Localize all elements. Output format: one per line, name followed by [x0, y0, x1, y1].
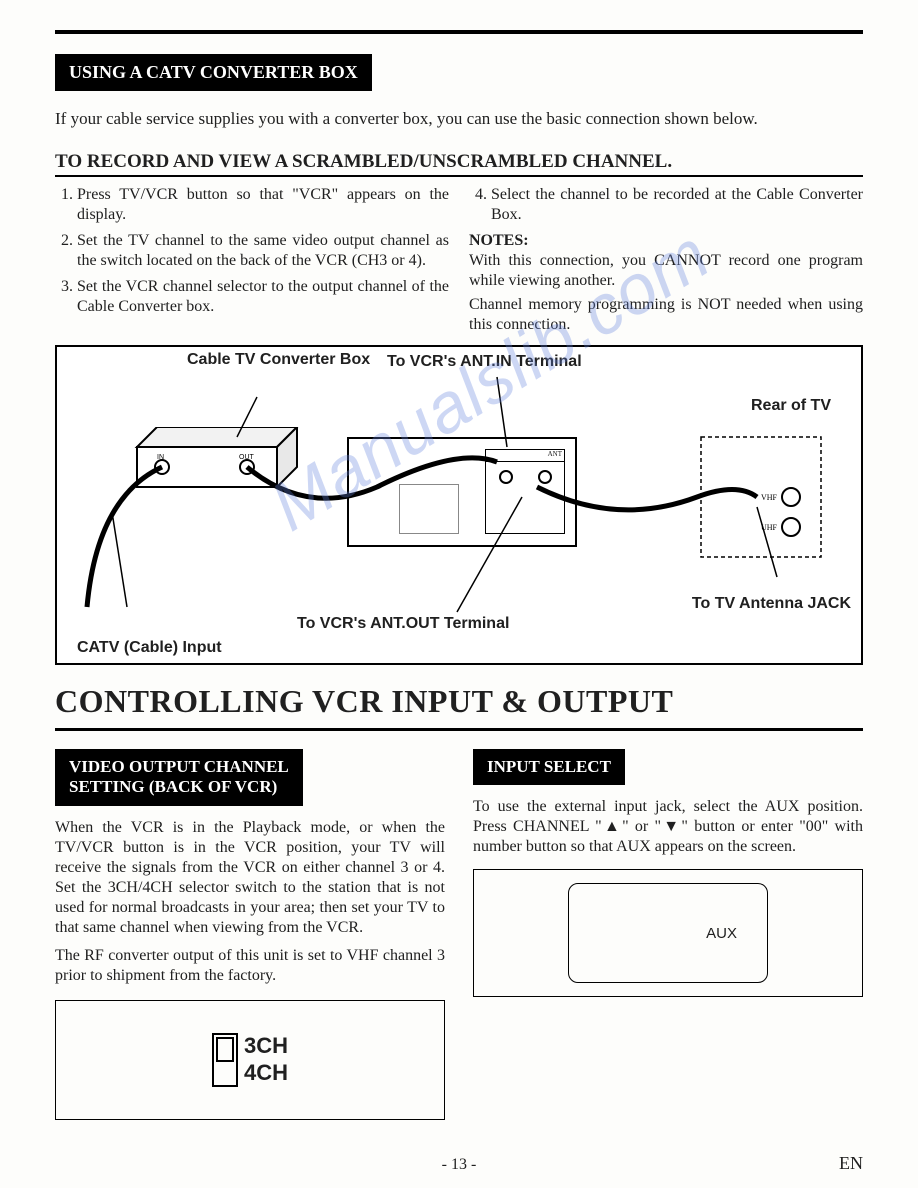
section-heading-catv: USING A CATV CONVERTER BOX	[57, 56, 370, 89]
switch-3ch-label: 3CH	[244, 1033, 288, 1059]
subheading-record-view: TO RECORD AND VIEW A SCRAMBLED/UNSCRAMBL…	[55, 151, 863, 177]
video-output-heading-box: VIDEO OUTPUT CHANNEL SETTING (BACK OF VC…	[55, 749, 303, 806]
left-column: Press TV/VCR button so that "VCR" appear…	[55, 185, 449, 335]
switch-diagram-box: 3CH 4CH	[55, 1000, 445, 1120]
video-output-p2: The RF converter output of this unit is …	[55, 946, 445, 986]
aux-diagram-box: AUX	[473, 869, 863, 997]
step-3: Set the VCR channel selector to the outp…	[77, 277, 449, 317]
switch-labels: 3CH 4CH	[244, 1033, 288, 1086]
note-2: Channel memory programming is NOT needed…	[469, 295, 863, 335]
right-column: Select the channel to be recorded at the…	[469, 185, 863, 335]
connection-diagram: Cable TV Converter Box To VCR's ANT.IN T…	[55, 345, 863, 665]
title-underline	[55, 728, 863, 731]
video-output-heading: VIDEO OUTPUT CHANNEL SETTING (BACK OF VC…	[57, 751, 301, 804]
input-select-heading: INPUT SELECT	[475, 751, 623, 783]
step-1: Press TV/VCR button so that "VCR" appear…	[77, 185, 449, 225]
notes-heading: NOTES:	[469, 231, 863, 251]
video-output-column: VIDEO OUTPUT CHANNEL SETTING (BACK OF VC…	[55, 749, 445, 1120]
step-2: Set the TV channel to the same video out…	[77, 231, 449, 271]
steps-list-right: Select the channel to be recorded at the…	[469, 185, 863, 225]
lower-columns: VIDEO OUTPUT CHANNEL SETTING (BACK OF VC…	[55, 749, 863, 1120]
top-rule	[55, 30, 863, 34]
video-output-p1: When the VCR is in the Playback mode, or…	[55, 818, 445, 938]
input-select-column: INPUT SELECT To use the external input j…	[473, 749, 863, 1120]
switch-graphic: 3CH 4CH	[212, 1033, 288, 1087]
language-code: EN	[839, 1153, 863, 1174]
steps-columns: Press TV/VCR button so that "VCR" appear…	[55, 185, 863, 335]
intro-text: If your cable service supplies you with …	[55, 109, 863, 129]
page-number: - 13 -	[0, 1156, 918, 1174]
note-1: With this connection, you CANNOT record …	[469, 251, 863, 291]
step-4: Select the channel to be recorded at the…	[491, 185, 863, 225]
tv-screen-graphic: AUX	[568, 883, 768, 983]
switch-4ch-label: 4CH	[244, 1060, 288, 1086]
cable-lines	[57, 347, 857, 667]
switch-knob	[216, 1037, 234, 1062]
aux-label: AUX	[706, 925, 737, 942]
steps-list-left: Press TV/VCR button so that "VCR" appear…	[55, 185, 449, 317]
input-select-heading-box: INPUT SELECT	[473, 749, 625, 785]
section-heading-box: USING A CATV CONVERTER BOX	[55, 54, 372, 91]
input-select-p1: To use the external input jack, select t…	[473, 797, 863, 857]
switch-outer	[212, 1033, 238, 1087]
main-title: CONTROLLING VCR INPUT & OUTPUT	[55, 683, 863, 720]
